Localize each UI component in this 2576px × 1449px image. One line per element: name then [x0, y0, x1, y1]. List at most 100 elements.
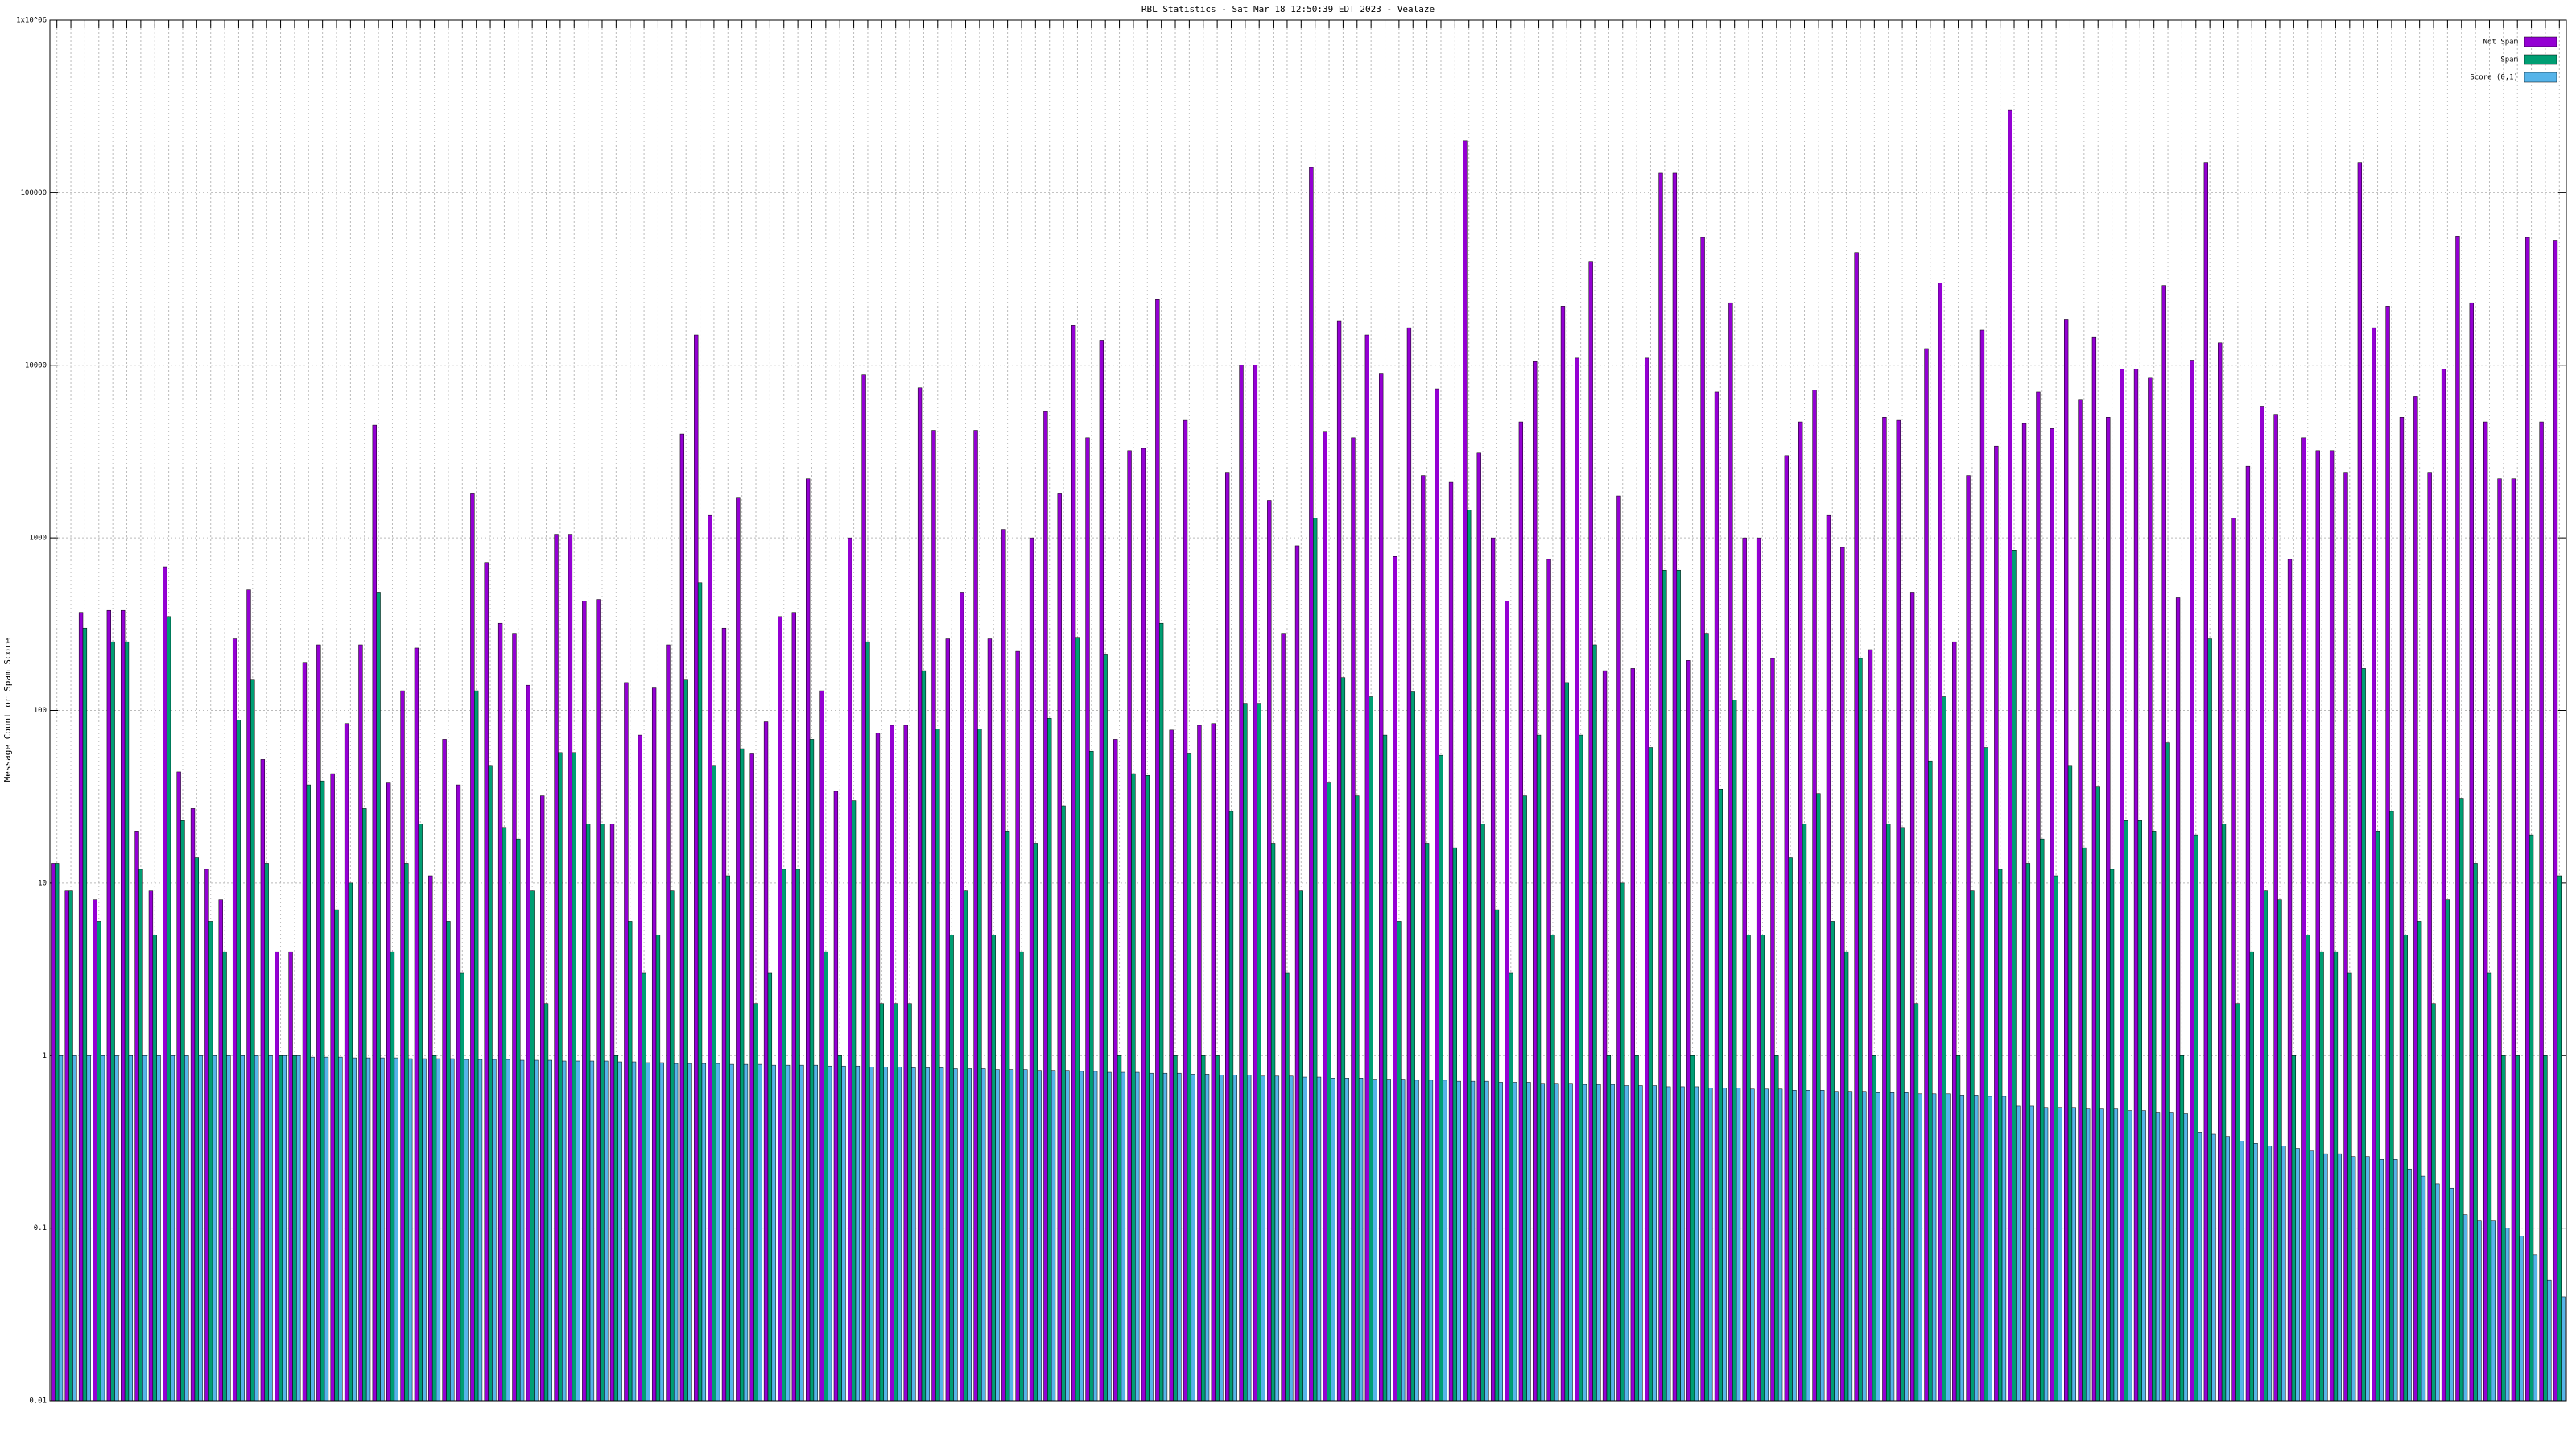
- bar: [725, 875, 730, 1402]
- bar: [240, 1055, 245, 1402]
- legend-label: Score (0,1): [2470, 74, 2518, 82]
- bar: [484, 562, 489, 1402]
- bar: [1127, 450, 1132, 1402]
- bar: [1959, 1095, 1965, 1402]
- bar: [2431, 1003, 2436, 1402]
- bar: [1718, 788, 1723, 1402]
- bar: [1616, 495, 1621, 1402]
- bar: [278, 1055, 283, 1402]
- bar: [2301, 437, 2306, 1402]
- bar: [638, 734, 642, 1402]
- bar: [2183, 1113, 2188, 1402]
- bar: [670, 890, 675, 1402]
- bar: [1047, 718, 1052, 1402]
- bar: [1435, 388, 1439, 1402]
- bar: [687, 1063, 692, 1402]
- bar: [628, 921, 633, 1402]
- bar: [1610, 1084, 1615, 1402]
- bar: [646, 1062, 650, 1402]
- bar: [2295, 1148, 2300, 1402]
- bar: [2329, 450, 2334, 1402]
- bar: [589, 1060, 595, 1402]
- bar: [1428, 1080, 1434, 1402]
- bar: [376, 592, 381, 1402]
- bar: [1536, 734, 1542, 1402]
- bar: [1085, 437, 1090, 1402]
- bar: [2421, 1175, 2426, 1402]
- bar: [1183, 419, 1188, 1402]
- bar: [694, 334, 699, 1402]
- bar: [673, 1063, 679, 1402]
- bar: [2413, 396, 2418, 1402]
- bar: [1480, 824, 1485, 1402]
- bar: [1624, 1085, 1629, 1402]
- bar: [911, 1067, 916, 1402]
- bar: [1522, 795, 1527, 1402]
- bar: [477, 1059, 483, 1402]
- bar: [142, 1055, 147, 1402]
- bar: [963, 890, 968, 1402]
- bar: [264, 863, 269, 1402]
- bar: [190, 808, 196, 1402]
- bar: [1602, 670, 1608, 1402]
- bar: [1379, 373, 1384, 1402]
- bar: [2529, 834, 2534, 1402]
- bar: [716, 1063, 720, 1402]
- bar: [1843, 951, 1849, 1402]
- bar: [1281, 633, 1286, 1402]
- bar: [851, 800, 857, 1402]
- bar: [365, 1057, 371, 1402]
- chart-title: RBL Statistics - Sat Mar 18 12:50:39 EDT…: [1141, 4, 1435, 14]
- bar: [894, 1003, 898, 1402]
- bar: [973, 430, 978, 1402]
- bar: [1505, 601, 1509, 1402]
- bar: [1588, 261, 1593, 1402]
- bar: [1533, 361, 1538, 1402]
- bar: [2473, 863, 2478, 1402]
- bar: [1490, 537, 1496, 1402]
- bar: [275, 951, 279, 1402]
- bar: [124, 641, 130, 1402]
- bar: [2218, 342, 2223, 1402]
- bar: [981, 1068, 986, 1402]
- bar: [543, 1003, 549, 1402]
- bar: [1568, 1083, 1573, 1402]
- bar: [712, 765, 716, 1402]
- bar: [721, 627, 727, 1402]
- bar: [1476, 452, 1481, 1402]
- bar: [86, 1055, 91, 1402]
- bar: [683, 679, 688, 1402]
- bar: [879, 1003, 884, 1402]
- bar: [110, 641, 115, 1402]
- bar: [2141, 1110, 2146, 1402]
- bar: [1690, 1055, 1695, 1402]
- bar: [1974, 1095, 1979, 1402]
- bar: [1107, 1071, 1112, 1402]
- bar: [352, 1057, 357, 1402]
- bar: [568, 534, 573, 1402]
- bar: [208, 921, 213, 1402]
- bar: [743, 1063, 749, 1402]
- bar: [1630, 668, 1635, 1402]
- bar: [925, 1067, 930, 1402]
- bar: [236, 720, 242, 1402]
- bar: [805, 478, 811, 1402]
- bar: [1666, 1086, 1671, 1402]
- bar: [655, 935, 661, 1402]
- bar: [1970, 890, 1975, 1402]
- bar: [2194, 834, 2198, 1402]
- bar: [1564, 682, 1569, 1402]
- bar: [1847, 1091, 1853, 1402]
- bar: [2245, 465, 2251, 1402]
- bar: [837, 1055, 842, 1402]
- bar: [246, 589, 251, 1402]
- bar: [58, 1055, 64, 1402]
- bar: [250, 679, 255, 1402]
- bar: [2016, 1105, 2021, 1402]
- bar: [600, 824, 605, 1402]
- bar: [1606, 1055, 1612, 1402]
- bar: [1232, 1075, 1237, 1402]
- bar: [1938, 283, 1943, 1402]
- bar: [1421, 475, 1426, 1402]
